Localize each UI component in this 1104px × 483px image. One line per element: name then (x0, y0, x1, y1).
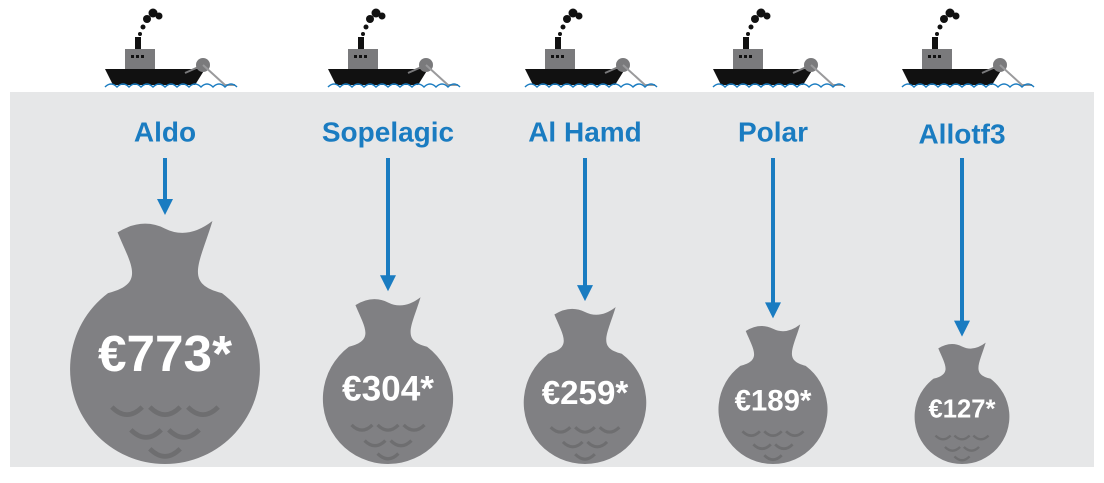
value-label: €304* (342, 369, 434, 408)
category-label: Polar (738, 116, 808, 147)
category-label: Allotf3 (918, 118, 1005, 149)
ship (525, 9, 657, 88)
ship (105, 9, 237, 88)
value-label: €127* (929, 396, 996, 424)
category-label: Al Hamd (528, 116, 642, 147)
ship (902, 9, 1034, 88)
ships (105, 9, 1034, 88)
category-label: Aldo (134, 116, 196, 147)
chart: Aldo €773* Sopelagic €304* Al Hamd €259* Polar… (0, 0, 1104, 483)
page: Aldo €773* Sopelagic €304* Al Hamd €259* Polar… (0, 0, 1104, 483)
value-label: €773* (98, 325, 232, 382)
ship (328, 9, 460, 88)
ship (713, 9, 845, 88)
value-label: €259* (542, 375, 629, 412)
value-label: €189* (735, 385, 812, 418)
category-label: Sopelagic (322, 116, 454, 147)
